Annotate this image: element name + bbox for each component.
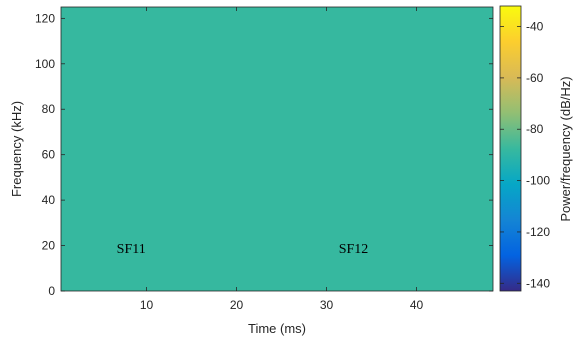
colorbar-tick-label: -40 (526, 20, 544, 34)
colorbar (499, 5, 522, 292)
colorbar-tick-label: -60 (526, 71, 544, 85)
x-tick-label: 10 (140, 298, 154, 312)
x-tick-label: 40 (410, 298, 424, 312)
annotations: SF11 SF12 (117, 242, 369, 257)
annotation-sf11: SF11 (117, 242, 146, 257)
colorbar-label: Power/frequency (dB/Hz) (558, 76, 573, 221)
y-tick-label: 60 (42, 148, 56, 162)
x-tick-label: 20 (230, 298, 244, 312)
y-tick-label: 0 (48, 284, 55, 298)
x-tick-label: 30 (320, 298, 334, 312)
colorbar-tick-label: -80 (526, 122, 544, 136)
y-axis-ticks: 0 20 40 60 80 100 120 (35, 11, 493, 298)
y-tick-label: 100 (35, 57, 55, 71)
y-tick-label: 20 (42, 239, 56, 253)
y-tick-label: 40 (42, 193, 56, 207)
plot-area (61, 7, 493, 291)
y-tick-label: 120 (35, 11, 55, 25)
colorbar-tick-label: -100 (526, 174, 550, 188)
y-tick-label: 80 (42, 102, 56, 116)
x-axis-label: Time (ms) (248, 321, 306, 336)
annotation-sf12: SF12 (339, 242, 369, 257)
plot-frame (60, 6, 494, 292)
x-axis-ticks: 10 20 30 40 (140, 7, 424, 312)
colorbar-ticks: -40 -60 -80 -100 -120 -140 (500, 20, 550, 290)
y-axis-label: Frequency (kHz) (9, 101, 24, 197)
colorbar-tick-label: -140 (526, 276, 550, 290)
colorbar-tick-label: -120 (526, 225, 550, 239)
